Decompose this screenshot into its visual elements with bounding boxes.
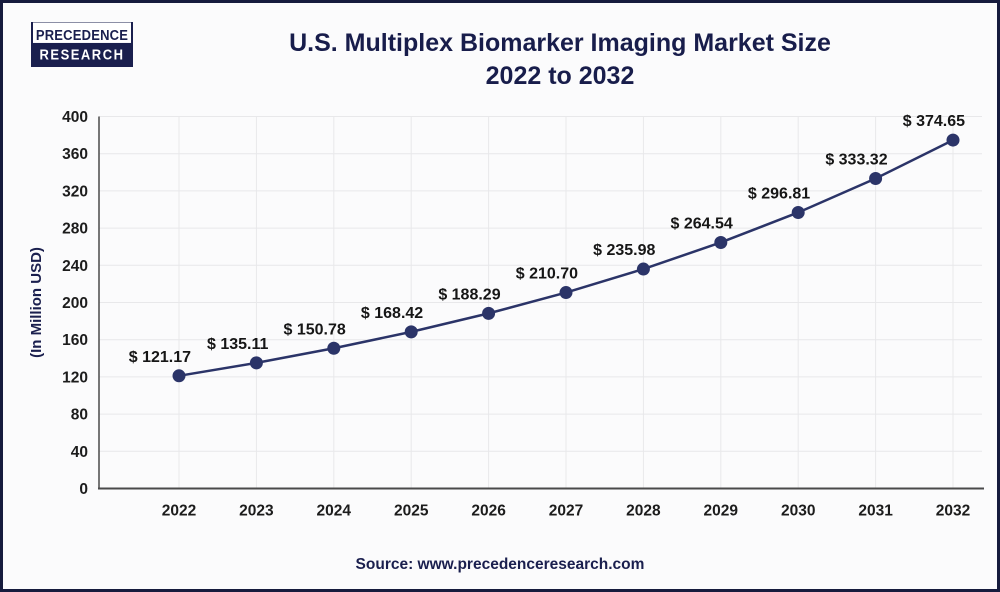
x-tick-label: 2032 xyxy=(936,503,970,520)
data-point-label: $ 121.17 xyxy=(129,349,191,366)
x-tick-label: 2028 xyxy=(626,503,661,520)
x-tick-label: 2026 xyxy=(471,503,506,520)
data-point-label: $ 188.29 xyxy=(438,286,500,303)
x-tick-label: 2022 xyxy=(162,503,196,520)
y-tick-label: 160 xyxy=(62,332,88,349)
market-size-line-chart: 0 40 80 120 160 200 240 280 320 360 400 2022 2023 202… xyxy=(28,109,984,520)
data-point xyxy=(172,369,186,383)
y-tick-label: 240 xyxy=(62,258,88,275)
data-point xyxy=(869,172,883,186)
data-point xyxy=(404,325,418,339)
x-tick-label: 2025 xyxy=(394,503,429,520)
y-axis-title: (In Million USD) xyxy=(28,247,45,358)
source-attribution: Source: www.precedenceresearch.com xyxy=(355,556,645,573)
y-tick-label: 280 xyxy=(62,221,88,238)
logo-text-precedence: PRECEDENCE xyxy=(33,22,131,46)
data-point xyxy=(559,286,573,300)
data-point xyxy=(636,262,650,276)
data-point-label: $ 333.32 xyxy=(825,152,887,169)
data-point-label: $ 168.42 xyxy=(361,305,423,322)
chart-title-line-2: 2022 to 2032 xyxy=(485,62,635,90)
data-point-label: $ 210.70 xyxy=(516,266,578,283)
x-tick-label: 2027 xyxy=(549,503,583,520)
y-tick-label: 360 xyxy=(62,146,88,163)
data-point-label: $ 374.65 xyxy=(903,113,965,130)
data-point-label: $ 150.78 xyxy=(284,321,346,338)
y-tick-label: 320 xyxy=(62,183,88,200)
data-point-label: $ 235.98 xyxy=(593,242,655,259)
data-point-label: $ 135.11 xyxy=(207,336,269,353)
x-tick-label: 2031 xyxy=(858,503,893,520)
x-tick-label: 2024 xyxy=(317,503,352,520)
y-tick-label: 0 xyxy=(79,481,88,498)
data-point-label: $ 264.54 xyxy=(671,215,733,232)
x-tick-label: 2030 xyxy=(781,503,815,520)
y-tick-label: 200 xyxy=(62,295,88,312)
data-point xyxy=(714,235,728,249)
x-tick-label: 2029 xyxy=(704,503,739,520)
chart-title-line-1: U.S. Multiplex Biomarker Imaging Market … xyxy=(289,29,831,57)
data-point xyxy=(946,133,960,147)
y-tick-label: 120 xyxy=(62,369,88,386)
logo-text-research: RESEARCH xyxy=(33,42,131,67)
data-point xyxy=(249,356,263,370)
y-tick-label: 40 xyxy=(71,444,88,461)
data-point xyxy=(327,341,341,355)
y-tick-label: 400 xyxy=(62,109,88,126)
x-tick-label: 2023 xyxy=(239,503,274,520)
chart-title: U.S. Multiplex Biomarker Imaging Market … xyxy=(133,27,987,93)
data-point-label: $ 296.81 xyxy=(748,185,810,202)
y-tick-label: 80 xyxy=(71,407,88,424)
data-point xyxy=(791,205,805,219)
data-point xyxy=(482,306,496,320)
precedence-research-logo: PRECEDENCE RESEARCH xyxy=(31,22,133,67)
